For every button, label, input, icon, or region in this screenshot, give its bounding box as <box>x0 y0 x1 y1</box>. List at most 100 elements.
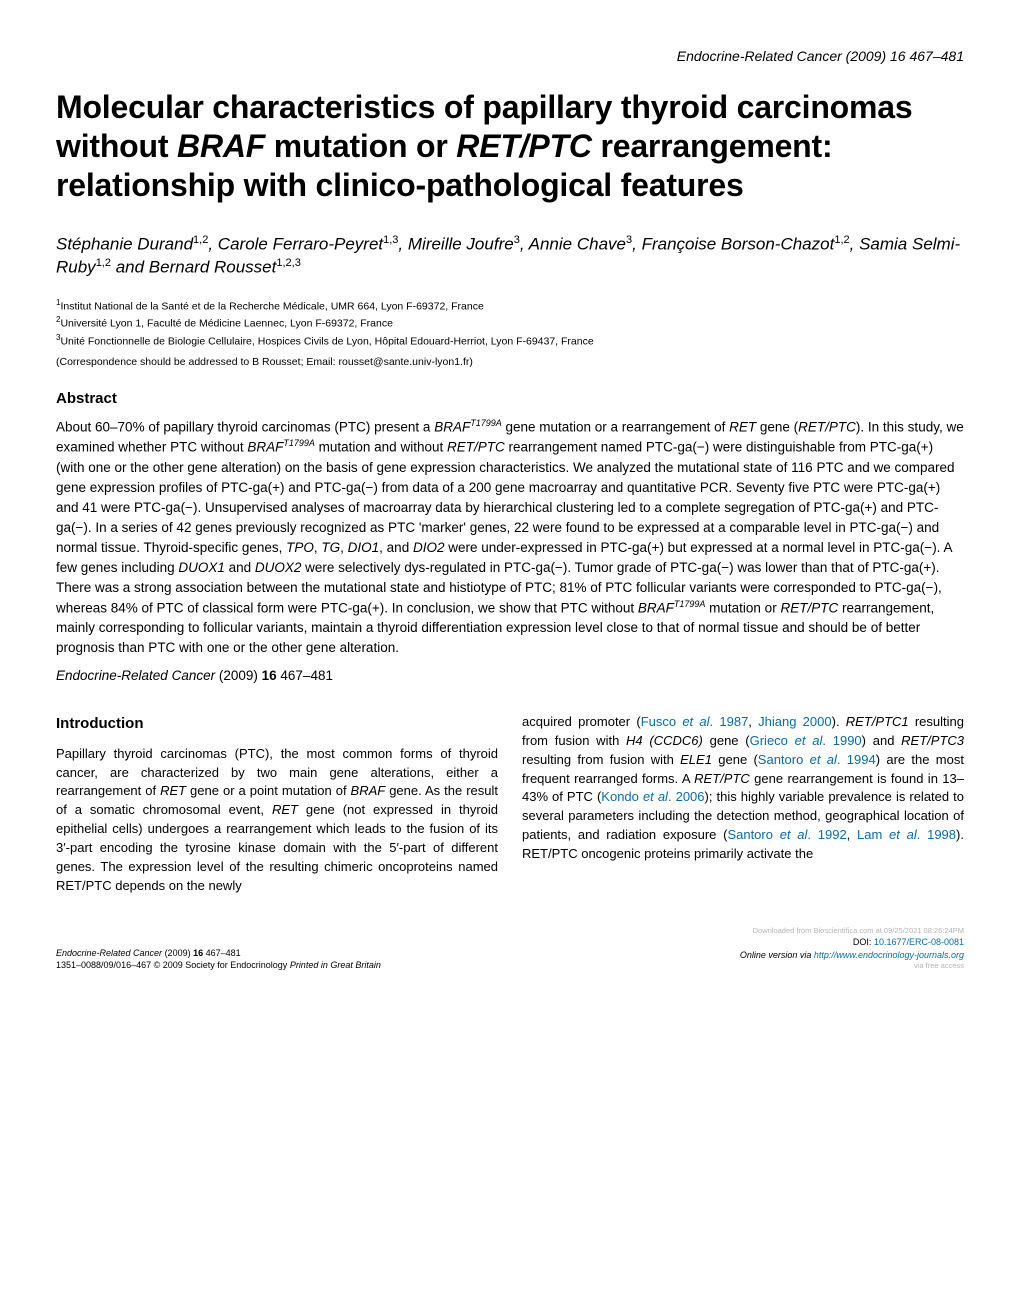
body-columns: Introduction Papillary thyroid carcinoma… <box>56 713 964 896</box>
ref-link-fusco[interactable]: Fusco et al. 1987 <box>641 714 749 729</box>
cite-pages: 467–481 <box>277 668 333 683</box>
abs-dio2: DIO2 <box>413 540 445 555</box>
abs-braf3: BRAF <box>638 600 674 615</box>
abs-tg: TG <box>321 540 340 555</box>
abs-duox2: DUOX2 <box>255 560 302 575</box>
author-4: Annie Chave <box>529 235 626 254</box>
rc-t6: resulting from fusion with <box>522 752 680 767</box>
abs-t8: , <box>340 540 348 555</box>
ref-link-santoro92[interactable]: Santoro et al. 1992 <box>727 827 846 842</box>
ref-link-santoro94[interactable]: Santoro et al. 1994 <box>758 752 876 767</box>
rc-l5b: . 2006 <box>668 789 705 804</box>
rc-t4: gene ( <box>703 733 750 748</box>
rc-t7: gene ( <box>712 752 758 767</box>
footer-online-line: Online version via http://www.endocrinol… <box>740 949 964 962</box>
rc-l1i: et al <box>682 714 709 729</box>
abs-retptc2: RET/PTC <box>447 440 505 455</box>
rc-t2: ). <box>832 714 846 729</box>
author-3-sup: 3 <box>514 234 520 246</box>
author-5: Françoise Borson-Chazot <box>642 235 835 254</box>
rc-t1: acquired promoter ( <box>522 714 641 729</box>
footer-year: (2009) <box>162 948 193 958</box>
rc-l7i: et al <box>889 827 917 842</box>
abs-retptc3: RET/PTC <box>780 600 838 615</box>
page-root: Endocrine-Related Cancer (2009) 16 467–4… <box>0 0 1020 1004</box>
affiliation-3: 3Unité Fonctionnelle de Biologie Cellula… <box>56 332 964 350</box>
abs-ret: RET <box>729 419 756 434</box>
rc-l4b: . 1994 <box>837 752 876 767</box>
correspondence: (Correspondence should be addressed to B… <box>56 356 964 368</box>
rc-l6i: et al <box>780 827 808 842</box>
author-1-sup: 1,2 <box>193 234 208 246</box>
abs-t9: , and <box>379 540 413 555</box>
footer-doi-line: DOI: 10.1677/ERC-08-0081 <box>740 936 964 949</box>
rc-l5a: Kondo <box>601 789 643 804</box>
ref-link-lam[interactable]: Lam et al. 1998 <box>857 827 956 842</box>
abstract-heading: Abstract <box>56 390 964 407</box>
rc-l4i: et al <box>810 752 837 767</box>
footer-doi-link[interactable]: 10.1677/ERC-08-0081 <box>874 937 964 947</box>
footer-printed: Printed in Great Britain <box>290 960 381 970</box>
rc-l3i: et al <box>795 733 823 748</box>
page-footer: Endocrine-Related Cancer (2009) 16 467–4… <box>56 926 964 972</box>
intro-para-left: Papillary thyroid carcinomas (PTC), the … <box>56 745 498 896</box>
abs-sup3: T1799A <box>674 599 706 609</box>
author-6-sup: 1,2 <box>96 257 111 269</box>
rc-l5i: et al <box>643 789 668 804</box>
title-ital-braf: BRAF <box>177 128 265 164</box>
rc-l1a: Fusco <box>641 714 683 729</box>
author-3: Mireille Joufre <box>408 235 514 254</box>
aff1-text: Institut National de la Santé et de la R… <box>60 300 483 312</box>
footer-vol: 16 <box>193 948 203 958</box>
abs-retptc1: RET/PTC <box>798 419 856 434</box>
rc-i2: H4 (CCDC6) <box>626 733 703 748</box>
author-list: Stéphanie Durand1,2, Carole Ferraro-Peyr… <box>56 233 964 279</box>
footer-left: Endocrine-Related Cancer (2009) 16 467–4… <box>56 947 381 972</box>
rc-t11: , <box>847 827 857 842</box>
rc-l7b: . 1998 <box>917 827 956 842</box>
lc-t2: gene or a point mutation of <box>186 783 350 798</box>
ref-link-grieco[interactable]: Grieco et al. 1990 <box>750 733 862 748</box>
ref-link-kondo[interactable]: Kondo et al. 2006 <box>601 789 704 804</box>
footer-online-link[interactable]: http://www.endocrinology-journals.org <box>814 950 964 960</box>
rc-t1b: , <box>748 714 758 729</box>
rc-l4a: Santoro <box>758 752 810 767</box>
lc-i2: BRAF <box>351 783 386 798</box>
footer-left-line1: Endocrine-Related Cancer (2009) 16 467–4… <box>56 947 381 960</box>
ref-link-jhiang[interactable]: Jhiang 2000 <box>758 714 831 729</box>
footer-left-line2: 1351–0088/09/016–467 © 2009 Society for … <box>56 959 381 972</box>
abs-t3: gene ( <box>756 419 798 434</box>
title-text-2: mutation or <box>265 128 456 164</box>
article-title: Molecular characteristics of papillary t… <box>56 88 964 205</box>
footer-journal: Endocrine-Related Cancer <box>56 948 162 958</box>
right-column: acquired promoter (Fusco et al. 1987, Jh… <box>522 713 964 896</box>
introduction-heading: Introduction <box>56 713 498 735</box>
rc-l1b: . 1987 <box>710 714 749 729</box>
abs-t6: rearrangement named PTC-ga(−) were disti… <box>56 440 955 555</box>
abs-t1: About 60–70% of papillary thyroid carcin… <box>56 419 434 434</box>
cite-year: (2009) <box>215 668 262 683</box>
abs-dio1: DIO1 <box>348 540 380 555</box>
abs-duox1: DUOX1 <box>178 560 225 575</box>
abs-sup2: T1799A <box>283 438 315 448</box>
left-column: Introduction Papillary thyroid carcinoma… <box>56 713 498 896</box>
rc-t5: ) and <box>862 733 902 748</box>
lc-i1: RET <box>160 783 186 798</box>
footer-online-pre: Online version via <box>740 950 814 960</box>
rc-i5: RET/PTC <box>694 771 750 786</box>
footer-right: Downloaded from Bioscientifica.com at 09… <box>740 926 964 972</box>
journal-header: Endocrine-Related Cancer (2009) 16 467–4… <box>56 48 964 64</box>
author-1: Stéphanie Durand <box>56 235 193 254</box>
author-7: Bernard Rousset <box>149 258 277 277</box>
rc-i4: ELE1 <box>680 752 712 767</box>
aff3-text: Unité Fonctionnelle de Biologie Cellulai… <box>60 336 593 348</box>
author-4-sup: 3 <box>626 234 632 246</box>
rc-l3a: Grieco <box>750 733 795 748</box>
footer-issn: 1351–0088/09/016–467 © 2009 Society for … <box>56 960 290 970</box>
footer-download-note: Downloaded from Bioscientifica.com at 09… <box>740 926 964 937</box>
aff2-text: Université Lyon 1, Faculté de Médicine L… <box>60 318 393 330</box>
abs-t13: mutation or <box>705 600 780 615</box>
footer-access-note: via free access <box>740 961 964 972</box>
author-2: Carole Ferraro-Peyret <box>218 235 383 254</box>
cite-vol: 16 <box>262 668 277 683</box>
